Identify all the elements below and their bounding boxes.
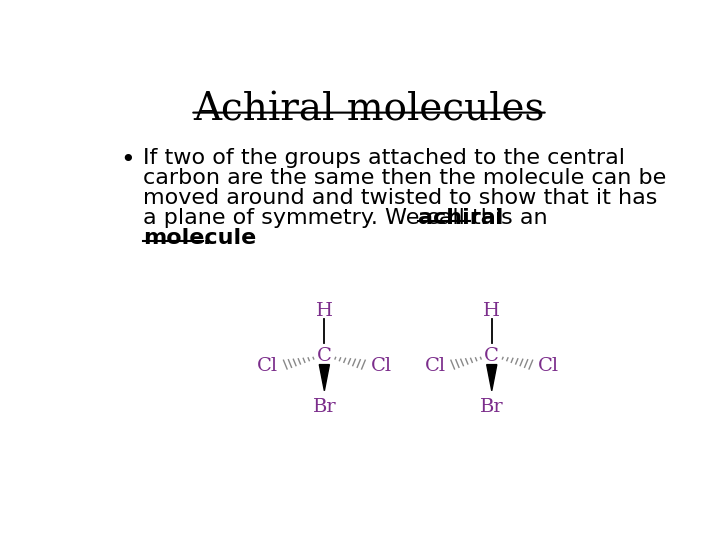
Text: C: C — [317, 347, 332, 365]
Text: H: H — [316, 302, 333, 320]
Polygon shape — [487, 364, 497, 391]
Text: Br: Br — [480, 398, 503, 416]
Text: If two of the groups attached to the central: If two of the groups attached to the cen… — [143, 148, 625, 168]
Text: molecule: molecule — [143, 228, 256, 248]
Text: .: . — [202, 228, 211, 248]
Text: achiral: achiral — [418, 208, 504, 228]
Text: C: C — [485, 347, 499, 365]
Text: H: H — [483, 302, 500, 320]
Text: Cl: Cl — [425, 357, 446, 375]
Text: Achiral molecules: Achiral molecules — [193, 92, 545, 129]
Text: Cl: Cl — [257, 357, 279, 375]
Text: moved around and twisted to show that it has: moved around and twisted to show that it… — [143, 188, 657, 208]
Text: Br: Br — [312, 398, 336, 416]
Text: Cl: Cl — [538, 357, 559, 375]
Text: Cl: Cl — [370, 357, 392, 375]
Text: carbon are the same then the molecule can be: carbon are the same then the molecule ca… — [143, 168, 666, 188]
Text: a plane of symmetry. We call this an: a plane of symmetry. We call this an — [143, 208, 554, 228]
Text: •: • — [121, 148, 135, 172]
Polygon shape — [319, 364, 330, 391]
